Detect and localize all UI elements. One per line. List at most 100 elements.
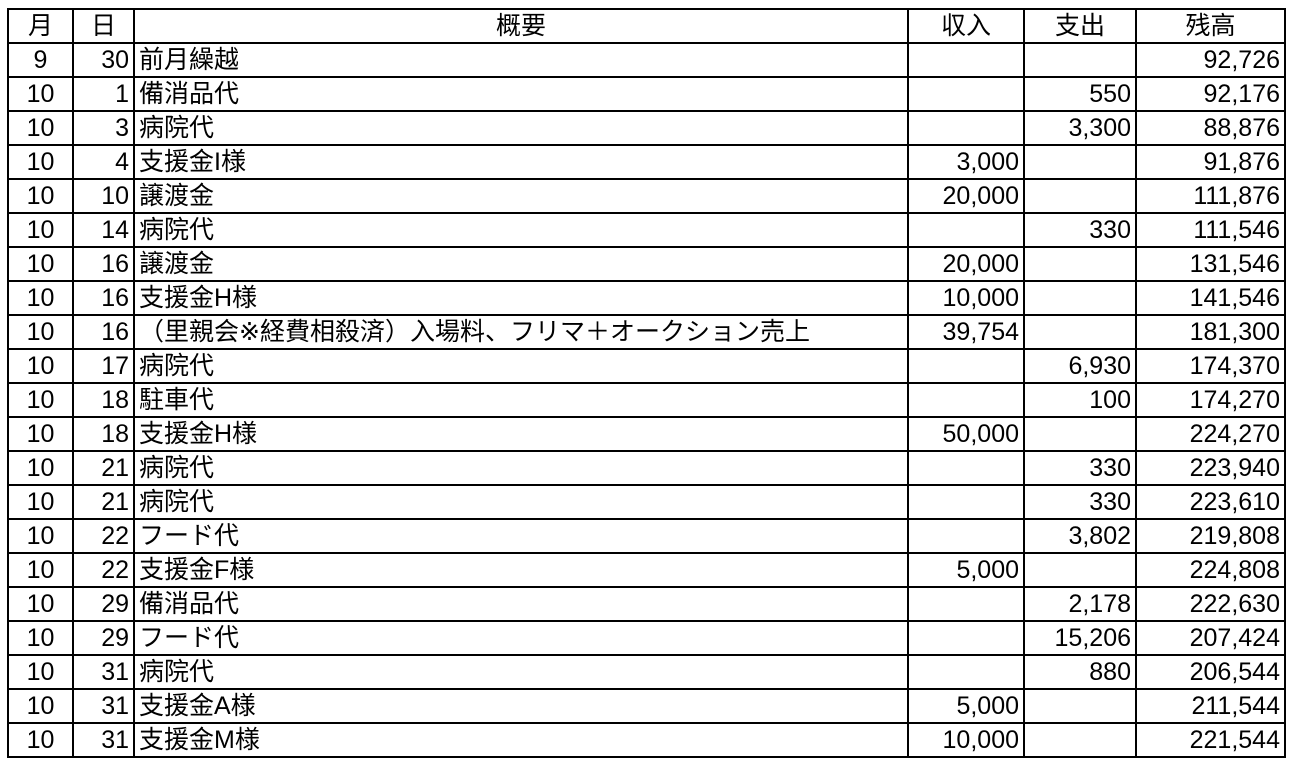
cell-summary: フード代 (133, 518, 909, 554)
cell-summary: 支援金H様 (133, 416, 909, 452)
table-row: 9 30 前月繰越 92,726 (7, 42, 1286, 78)
cell-day: 16 (72, 314, 135, 350)
header-row: 月 日 概要 収入 支出 残高 (7, 8, 1286, 44)
cell-month: 10 (7, 246, 74, 282)
cell-balance: 111,546 (1135, 212, 1286, 248)
cell-month: 10 (7, 586, 74, 622)
header-expense: 支出 (1023, 8, 1137, 44)
cell-balance: 111,876 (1135, 178, 1286, 214)
cell-balance: 88,876 (1135, 110, 1286, 146)
cell-day: 18 (72, 382, 135, 418)
cell-income (907, 586, 1025, 622)
cell-summary: 病院代 (133, 110, 909, 146)
cell-expense (1023, 552, 1137, 588)
cell-summary: 病院代 (133, 654, 909, 690)
cell-income: 20,000 (907, 178, 1025, 214)
cell-expense: 880 (1023, 654, 1137, 690)
table-row: 10 22 フード代 3,802 219,808 (7, 518, 1286, 554)
cell-month: 10 (7, 178, 74, 214)
cell-income (907, 654, 1025, 690)
cell-balance: 174,270 (1135, 382, 1286, 418)
table-row: 10 17 病院代 6,930 174,370 (7, 348, 1286, 384)
table-row: 10 1 備消品代 550 92,176 (7, 76, 1286, 112)
cell-expense: 330 (1023, 484, 1137, 520)
cell-day: 30 (72, 42, 135, 78)
cell-income (907, 348, 1025, 384)
cell-expense: 330 (1023, 450, 1137, 486)
cell-balance: 207,424 (1135, 620, 1286, 656)
cell-expense: 6,930 (1023, 348, 1137, 384)
cell-balance: 223,940 (1135, 450, 1286, 486)
cell-income (907, 212, 1025, 248)
cell-summary: 備消品代 (133, 76, 909, 112)
cell-expense (1023, 416, 1137, 452)
table-row: 10 22 支援金F様 5,000 224,808 (7, 552, 1286, 588)
cell-summary: 支援金F様 (133, 552, 909, 588)
cell-income: 50,000 (907, 416, 1025, 452)
cell-summary: 備消品代 (133, 586, 909, 622)
cell-month: 10 (7, 552, 74, 588)
cell-month: 10 (7, 314, 74, 350)
table-row: 10 31 病院代 880 206,544 (7, 654, 1286, 690)
cell-income: 39,754 (907, 314, 1025, 350)
cell-summary: 前月繰越 (133, 42, 909, 78)
cell-month: 10 (7, 654, 74, 690)
table-row: 10 18 支援金H様 50,000 224,270 (7, 416, 1286, 452)
cell-balance: 131,546 (1135, 246, 1286, 282)
cell-summary: 病院代 (133, 348, 909, 384)
cell-month: 10 (7, 212, 74, 248)
cell-day: 21 (72, 484, 135, 520)
cell-month: 10 (7, 76, 74, 112)
table-row: 10 18 駐車代 100 174,270 (7, 382, 1286, 418)
table-row: 10 31 支援金M様 10,000 221,544 (7, 722, 1286, 758)
cell-income (907, 450, 1025, 486)
table-row: 10 10 譲渡金 20,000 111,876 (7, 178, 1286, 214)
cell-summary: 駐車代 (133, 382, 909, 418)
cell-month: 10 (7, 518, 74, 554)
cell-expense (1023, 722, 1137, 758)
cell-income: 10,000 (907, 280, 1025, 316)
cell-income (907, 484, 1025, 520)
cell-month: 10 (7, 450, 74, 486)
table-row: 10 3 病院代 3,300 88,876 (7, 110, 1286, 146)
cell-expense (1023, 178, 1137, 214)
cell-expense (1023, 688, 1137, 724)
cell-balance: 211,544 (1135, 688, 1286, 724)
cell-month: 10 (7, 280, 74, 316)
table-row: 10 4 支援金I様 3,000 91,876 (7, 144, 1286, 180)
cell-income (907, 110, 1025, 146)
cell-expense: 3,300 (1023, 110, 1137, 146)
cell-balance: 91,876 (1135, 144, 1286, 180)
cell-day: 17 (72, 348, 135, 384)
cell-month: 10 (7, 484, 74, 520)
cell-expense (1023, 144, 1137, 180)
cell-day: 31 (72, 722, 135, 758)
cell-balance: 181,300 (1135, 314, 1286, 350)
cell-day: 31 (72, 654, 135, 690)
cell-summary: 支援金M様 (133, 722, 909, 758)
header-month: 月 (7, 8, 74, 44)
table-row: 10 16 譲渡金 20,000 131,546 (7, 246, 1286, 282)
cell-day: 14 (72, 212, 135, 248)
cell-month: 10 (7, 348, 74, 384)
cell-day: 4 (72, 144, 135, 180)
cell-summary: フード代 (133, 620, 909, 656)
cell-income (907, 382, 1025, 418)
cell-month: 10 (7, 688, 74, 724)
cell-day: 3 (72, 110, 135, 146)
cell-income: 5,000 (907, 552, 1025, 588)
cell-day: 22 (72, 518, 135, 554)
cell-income (907, 518, 1025, 554)
cell-income (907, 620, 1025, 656)
ledger-body: 9 30 前月繰越 92,726 10 1 備消品代 550 92,176 10 3 病院代 3,300… (7, 42, 1286, 758)
cell-expense: 550 (1023, 76, 1137, 112)
cell-expense: 15,206 (1023, 620, 1137, 656)
cell-day: 10 (72, 178, 135, 214)
cell-month: 9 (7, 42, 74, 78)
cell-income: 3,000 (907, 144, 1025, 180)
table-row: 10 21 病院代 330 223,940 (7, 450, 1286, 486)
cell-expense (1023, 246, 1137, 282)
header-balance: 残高 (1135, 8, 1286, 44)
cell-expense (1023, 42, 1137, 78)
cell-summary: 譲渡金 (133, 246, 909, 282)
